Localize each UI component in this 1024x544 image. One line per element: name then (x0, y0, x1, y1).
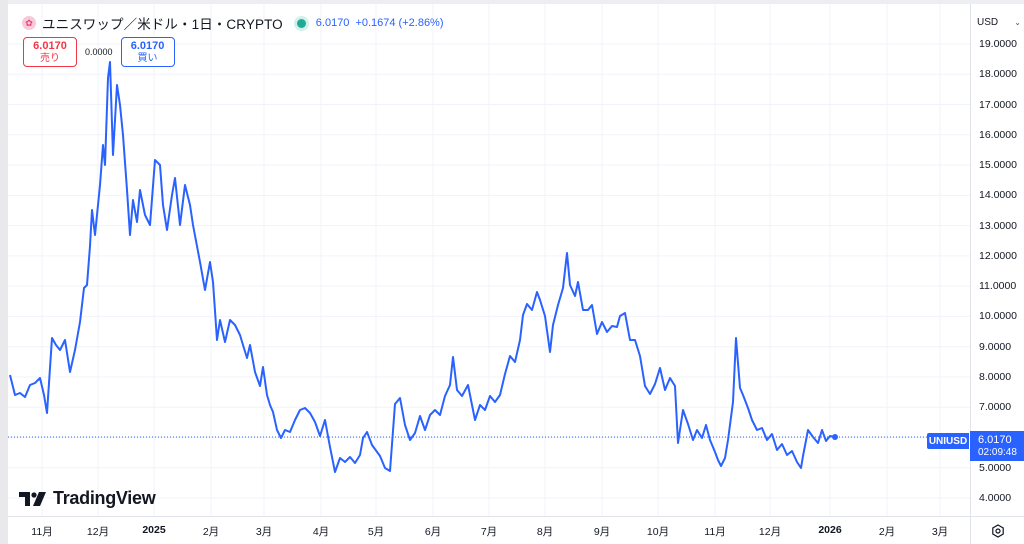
time-axis-label: 9月 (593, 526, 611, 538)
market-status-dot (296, 18, 306, 28)
time-axis-label: 2月 (878, 526, 896, 538)
time-axis-label: 7月 (480, 526, 498, 538)
last-point-marker (832, 434, 838, 440)
spread-value: 0.0000 (85, 47, 113, 57)
time-axis-label: 8月 (536, 526, 554, 538)
time-axis-label: 2月 (202, 526, 220, 538)
time-axis-label: 5月 (367, 526, 385, 538)
price-axis[interactable]: USD ⌄ 19.0000 18.0000 17.0000 16.0000 15.000… (970, 4, 1024, 516)
window-top-border (0, 0, 1024, 4)
time-axis-label: 3月 (931, 526, 949, 538)
sell-button[interactable]: 6.0170 売り (23, 37, 77, 67)
sell-label: 売り (40, 52, 60, 64)
trade-buttons: 6.0170 売り 0.0000 6.0170 買い (23, 37, 175, 67)
symbol-legend: ✿ ユニスワップ／米ドル・1日・CRYPTO 6.0170 +0.1674 (+… (22, 13, 444, 33)
settings-hexagon-icon (991, 523, 1004, 538)
window-left-border (0, 0, 8, 544)
buy-label: 買い (137, 52, 158, 64)
time-axis-label: 12月 (86, 526, 110, 538)
time-axis-label: 12月 (758, 526, 782, 538)
time-axis-label: 2025 (142, 524, 166, 536)
time-axis-label: 3月 (255, 526, 273, 538)
uniswap-icon: ✿ (22, 16, 36, 30)
price-axis-label: 7.0000 (979, 401, 1012, 414)
sell-price: 6.0170 (33, 40, 67, 53)
price-axis-label: 15.0000 (979, 159, 1017, 172)
price-axis-label: 10.0000 (979, 310, 1017, 323)
price-axis-label: 5.0000 (979, 461, 1012, 474)
price-axis-label: 4.0000 (979, 492, 1012, 505)
currency-value: USD (977, 16, 999, 28)
price-axis-label: 16.0000 (979, 128, 1017, 141)
last-price-value: 6.0170 (978, 433, 1012, 446)
symbol-title[interactable]: ユニスワップ／米ドル・1日・CRYPTO (42, 17, 283, 32)
price-axis-label: 19.0000 (979, 38, 1017, 50)
buy-price: 6.0170 (130, 40, 165, 53)
price-chart-plot[interactable] (8, 4, 970, 516)
price-axis-label: 18.0000 (979, 68, 1017, 81)
time-axis-label: 11月 (31, 526, 53, 538)
buy-button[interactable]: 6.0170 買い (120, 37, 175, 67)
price-axis-label: 14.0000 (979, 189, 1017, 202)
symbol-price-tag: UNIUSD (927, 433, 969, 449)
time-axis-label: 6月 (424, 526, 442, 538)
price-axis-label: 9.0000 (979, 340, 1012, 353)
time-axis-label: 4月 (312, 526, 330, 538)
time-axis-label: 11月 (704, 526, 726, 538)
last-price-tag: 6.0170 02:09:48 (970, 431, 1024, 461)
time-axis[interactable]: 11月 12月 2025 2月 3月 4月 5月 6月 7月 8月 9月 10月 11月 12月 2026 2… (8, 516, 970, 544)
currency-select[interactable]: USD ⌄ (977, 13, 1021, 31)
tradingview-logo-text: TradingView (53, 488, 156, 508)
price-axis-label: 8.0000 (979, 370, 1012, 383)
price-axis-label: 11.0000 (979, 280, 1017, 293)
chart-settings-button[interactable] (970, 516, 1024, 544)
time-axis-label: 10月 (646, 526, 670, 538)
legend-last-price: 6.0170 (315, 17, 350, 29)
legend-change: +0.1674 (+2.86%) (355, 17, 444, 29)
tradingview-logo[interactable]: TradingView (19, 488, 156, 509)
chart-pane[interactable]: ✿ ユニスワップ／米ドル・1日・CRYPTO 6.0170 +0.1674 (+… (8, 4, 970, 516)
time-axis-label: 2026 (818, 524, 842, 536)
price-axis-label: 17.0000 (979, 98, 1017, 111)
price-line (9, 61, 836, 473)
price-axis-label: 13.0000 (979, 219, 1017, 232)
bar-countdown: 02:09:48 (978, 446, 1017, 458)
tradingview-logo-icon (19, 491, 46, 506)
price-axis-label: 12.0000 (979, 249, 1017, 262)
chevron-down-icon: ⌄ (1014, 17, 1021, 27)
